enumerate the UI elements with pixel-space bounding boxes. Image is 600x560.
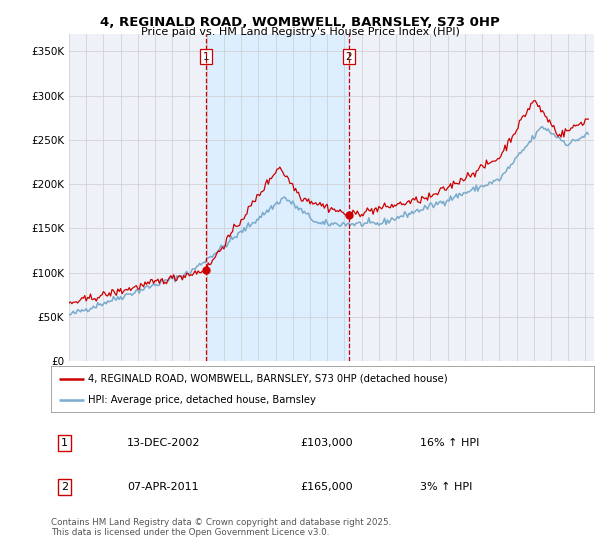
Text: 07-APR-2011: 07-APR-2011 [127,482,199,492]
Text: 4, REGINALD ROAD, WOMBWELL, BARNSLEY, S73 0HP: 4, REGINALD ROAD, WOMBWELL, BARNSLEY, S7… [100,16,500,29]
Bar [206,34,349,361]
Text: Contains HM Land Registry data © Crown copyright and database right 2025.
This d: Contains HM Land Registry data © Crown c… [51,518,391,538]
Text: 1: 1 [61,438,68,448]
Text: 1: 1 [203,52,209,62]
Text: £103,000: £103,000 [301,438,353,448]
Text: 2: 2 [61,482,68,492]
Text: 4, REGINALD ROAD, WOMBWELL, BARNSLEY, S73 0HP (detached house): 4, REGINALD ROAD, WOMBWELL, BARNSLEY, S7… [88,374,448,384]
Text: Price paid vs. HM Land Registry's House Price Index (HPI): Price paid vs. HM Land Registry's House … [140,27,460,37]
Text: £165,000: £165,000 [301,482,353,492]
Text: 13-DEC-2002: 13-DEC-2002 [127,438,200,448]
Text: 16% ↑ HPI: 16% ↑ HPI [420,438,479,448]
Text: 3% ↑ HPI: 3% ↑ HPI [420,482,473,492]
Text: HPI: Average price, detached house, Barnsley: HPI: Average price, detached house, Barn… [88,395,316,405]
Text: 2: 2 [346,52,352,62]
